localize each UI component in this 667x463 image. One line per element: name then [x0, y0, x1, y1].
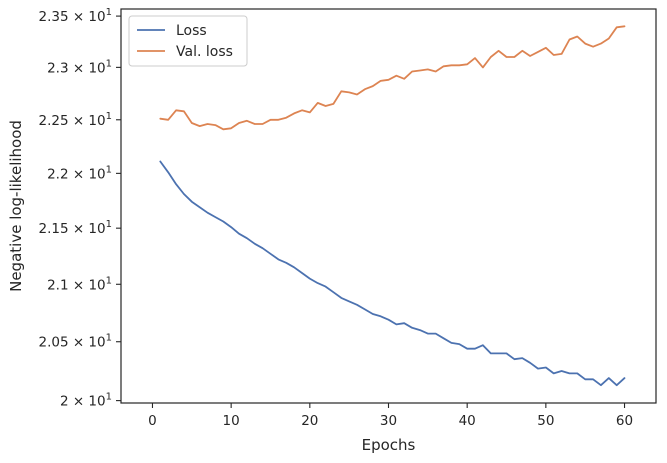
legend-label-loss: Loss	[176, 23, 207, 39]
y-tick-label: 2.05 × 101	[38, 333, 112, 351]
series-layer	[159, 25, 626, 387]
legend-box	[128, 15, 248, 67]
x-tick-label: 10	[223, 413, 240, 429]
y-tick-label: 2.1 × 101	[47, 275, 112, 293]
x-axis-label: Epochs	[362, 436, 416, 454]
series-line-val-loss	[159, 25, 626, 131]
x-tick-label: 30	[380, 413, 397, 429]
x-tick-label: 60	[616, 413, 633, 429]
y-tick-label: 2.15 × 101	[38, 219, 112, 237]
x-tick-label: 20	[301, 413, 318, 429]
ticks-layer: 0 10 20 30 40 50 60 2 × 101 2.05 × 101 2.1 × 101 2…	[38, 7, 633, 429]
x-tick-label: 50	[537, 413, 554, 429]
y-tick-label: 2.25 × 101	[38, 111, 112, 129]
y-axis-label: Negative log-likelihood	[7, 120, 25, 292]
legend-label-val-loss: Val. loss	[176, 44, 233, 60]
y-tick-label: 2 × 101	[60, 392, 112, 410]
y-tick-label: 2.3 × 101	[47, 58, 112, 76]
x-tick-label: 0	[148, 413, 157, 429]
y-tick-label: 2.2 × 101	[47, 164, 112, 182]
x-tick-label: 40	[459, 413, 476, 429]
plot-frame	[120, 8, 657, 404]
series-line-loss	[159, 160, 626, 387]
y-tick-label: 2.35 × 101	[38, 7, 112, 25]
legend: Loss Val. loss	[128, 15, 248, 67]
